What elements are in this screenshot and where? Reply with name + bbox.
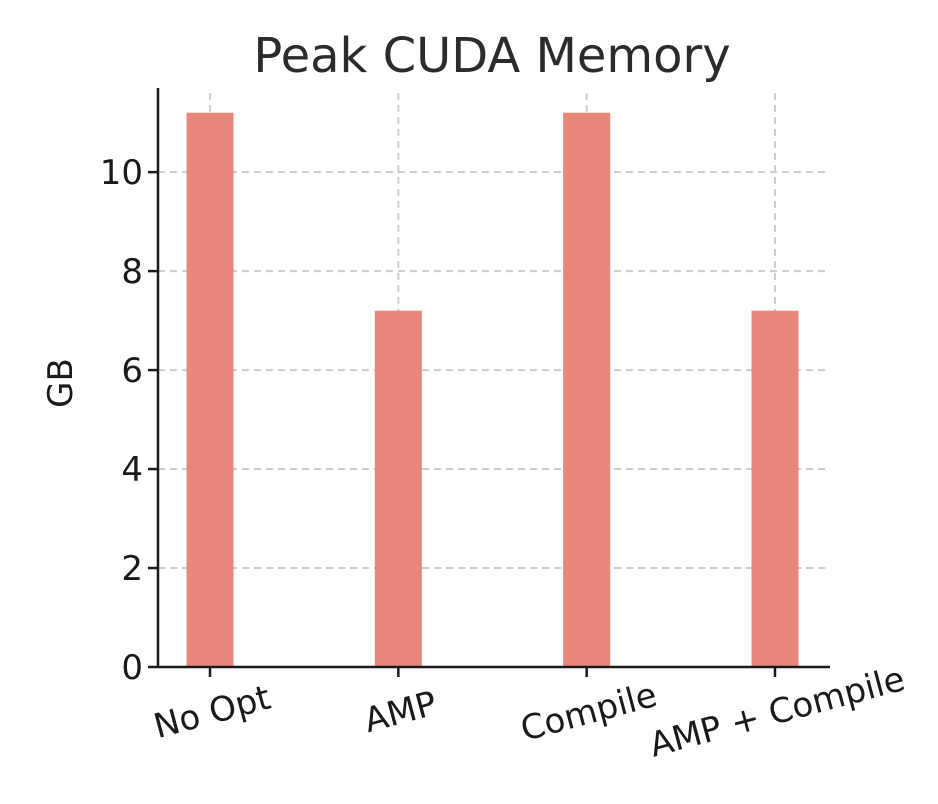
chart-title: Peak CUDA Memory [253,28,730,84]
y-tick-labels: 0 2 4 6 8 10 [100,153,143,688]
bars [186,112,799,667]
x-tick-label: No Opt [150,678,275,747]
y-tick-label: 0 [121,648,143,688]
y-tick-label: 4 [121,450,143,490]
bar [186,112,234,667]
x-tick-label: AMP + Compile [645,659,909,766]
y-axis-label: GB [41,358,81,408]
y-tick-label: 8 [121,252,143,292]
bar [563,112,611,667]
bar [374,310,422,667]
y-tick-label: 6 [121,351,143,391]
y-tick-label: 2 [121,549,143,589]
grid-lines [158,93,830,667]
x-tick-label: Compile [516,675,661,750]
x-tick-label: AMP [360,684,441,742]
axes [148,88,830,677]
bar [751,310,799,667]
y-tick-label: 10 [100,153,143,193]
